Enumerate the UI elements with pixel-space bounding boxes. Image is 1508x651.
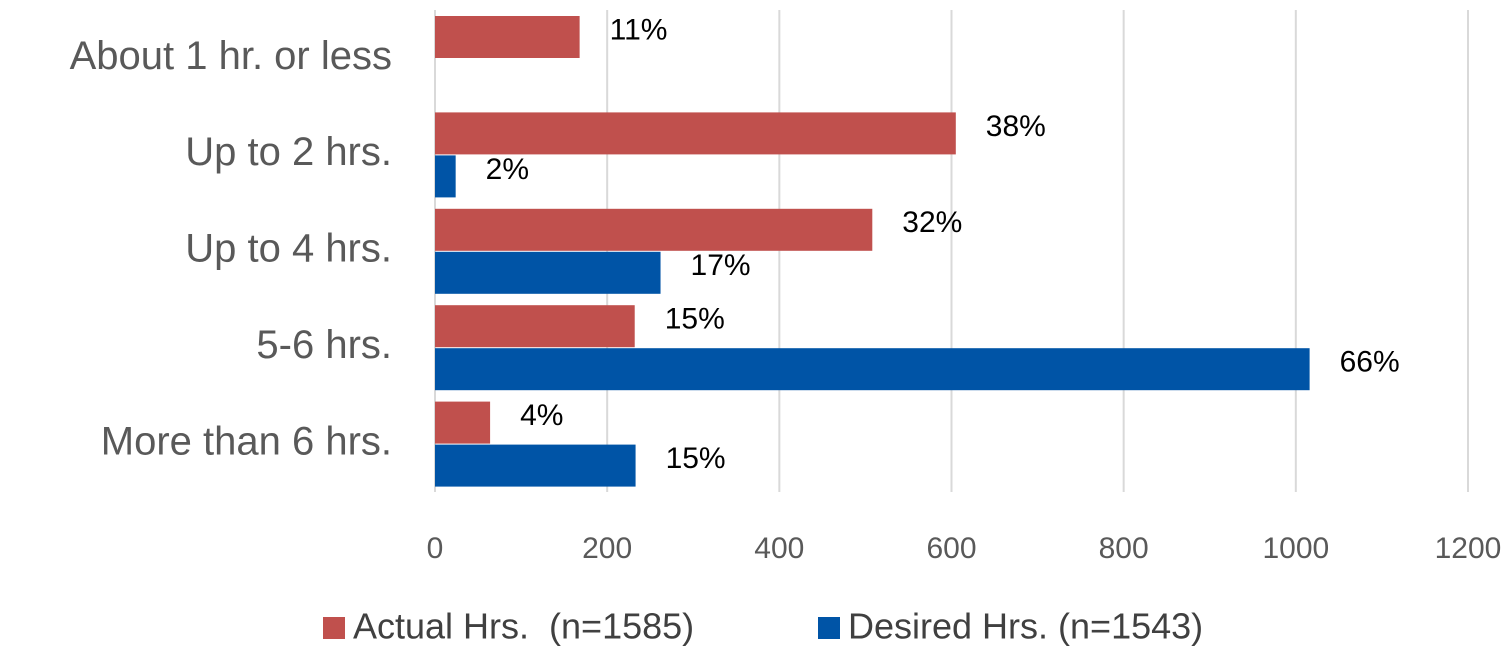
legend-swatch (323, 617, 345, 639)
bar (435, 401, 491, 444)
category-label: Up to 4 hrs. (185, 227, 392, 271)
x-tick-label: 800 (1099, 532, 1149, 565)
x-tick-label: 400 (754, 532, 804, 565)
data-label: 2% (486, 153, 529, 186)
bar (435, 208, 873, 251)
data-label: 4% (520, 399, 563, 432)
legend-label: Actual Hrs. (n=1585) (353, 606, 694, 647)
data-label: 17% (691, 249, 751, 282)
bar (435, 16, 580, 58)
data-label: 38% (986, 110, 1046, 143)
bar (435, 251, 661, 294)
legend-label: Desired Hrs. (n=1543) (848, 606, 1203, 647)
x-tick-label: 1000 (1262, 532, 1329, 565)
category-label: Up to 2 hrs. (185, 130, 392, 174)
bar (435, 305, 635, 348)
x-tick-label: 0 (427, 532, 444, 565)
x-tick-label: 600 (926, 532, 976, 565)
legend-swatch (818, 617, 840, 639)
data-label: 15% (666, 442, 726, 475)
data-label: 66% (1340, 346, 1400, 379)
x-tick-label: 200 (582, 532, 632, 565)
category-label: About 1 hr. or less (70, 34, 392, 78)
bar (435, 348, 1310, 391)
data-label: 15% (665, 303, 725, 336)
bar (435, 155, 456, 198)
category-label: 5-6 hrs. (256, 323, 392, 367)
data-label: 32% (902, 206, 962, 239)
x-tick-label: 1200 (1435, 532, 1502, 565)
data-label: 11% (610, 13, 668, 46)
bar (435, 444, 636, 487)
bar (435, 112, 956, 155)
category-label: More than 6 hrs. (101, 419, 392, 463)
